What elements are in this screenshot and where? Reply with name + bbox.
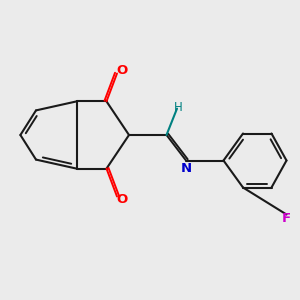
Text: O: O — [117, 64, 128, 77]
Text: H: H — [174, 100, 183, 114]
Text: N: N — [180, 162, 192, 176]
Text: F: F — [282, 212, 291, 226]
Text: O: O — [117, 193, 128, 206]
